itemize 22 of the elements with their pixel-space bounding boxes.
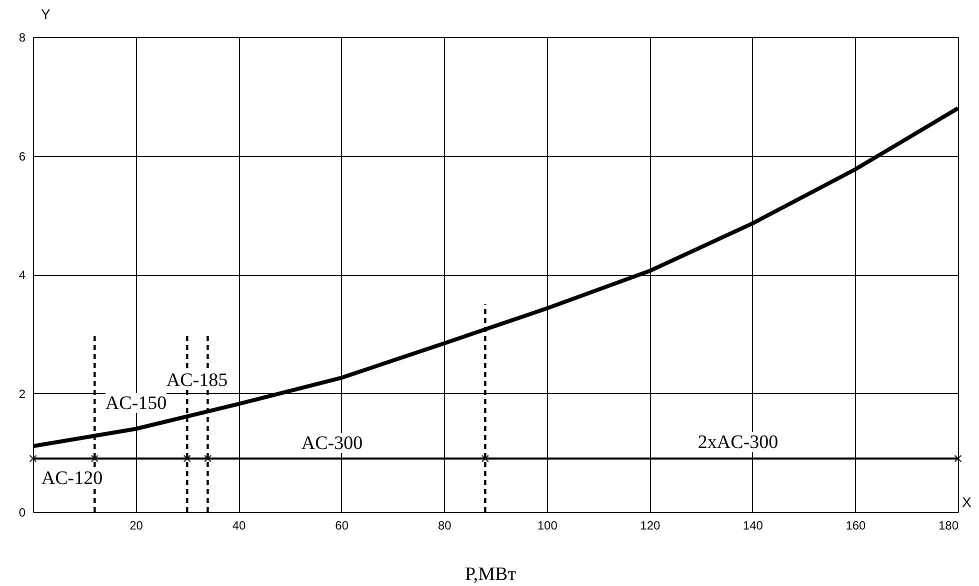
x-tick-label: 60: [335, 518, 349, 532]
y-tick-label: 4: [18, 268, 26, 282]
text: X: [962, 494, 972, 510]
annotation: AC-185: [166, 370, 228, 391]
y-tick-label: 0: [18, 506, 26, 520]
y-axis-title: Y: [41, 6, 51, 22]
x-tick-label: 80: [438, 518, 452, 532]
y-tick-label: 6: [18, 149, 26, 164]
x-tick-label: 20: [130, 518, 144, 532]
annotation: AC-300: [301, 433, 363, 454]
x-tick-label: 100: [537, 518, 558, 532]
y-tick-label: 2: [18, 386, 26, 401]
x-tick-label: 160: [846, 518, 866, 532]
x-tick-label: 40: [232, 518, 246, 532]
annotation: 2xAC-300: [698, 432, 778, 453]
annotation: AC-150: [105, 393, 167, 414]
x-tick-label: 140: [742, 518, 764, 532]
x-tick-label: 120: [640, 518, 660, 532]
x-tick-label: 180: [938, 518, 959, 532]
y-tick-label: 8: [18, 30, 26, 44]
annotation: AC-120: [41, 468, 103, 489]
x-axis-title: P,МВт: [464, 564, 517, 585]
